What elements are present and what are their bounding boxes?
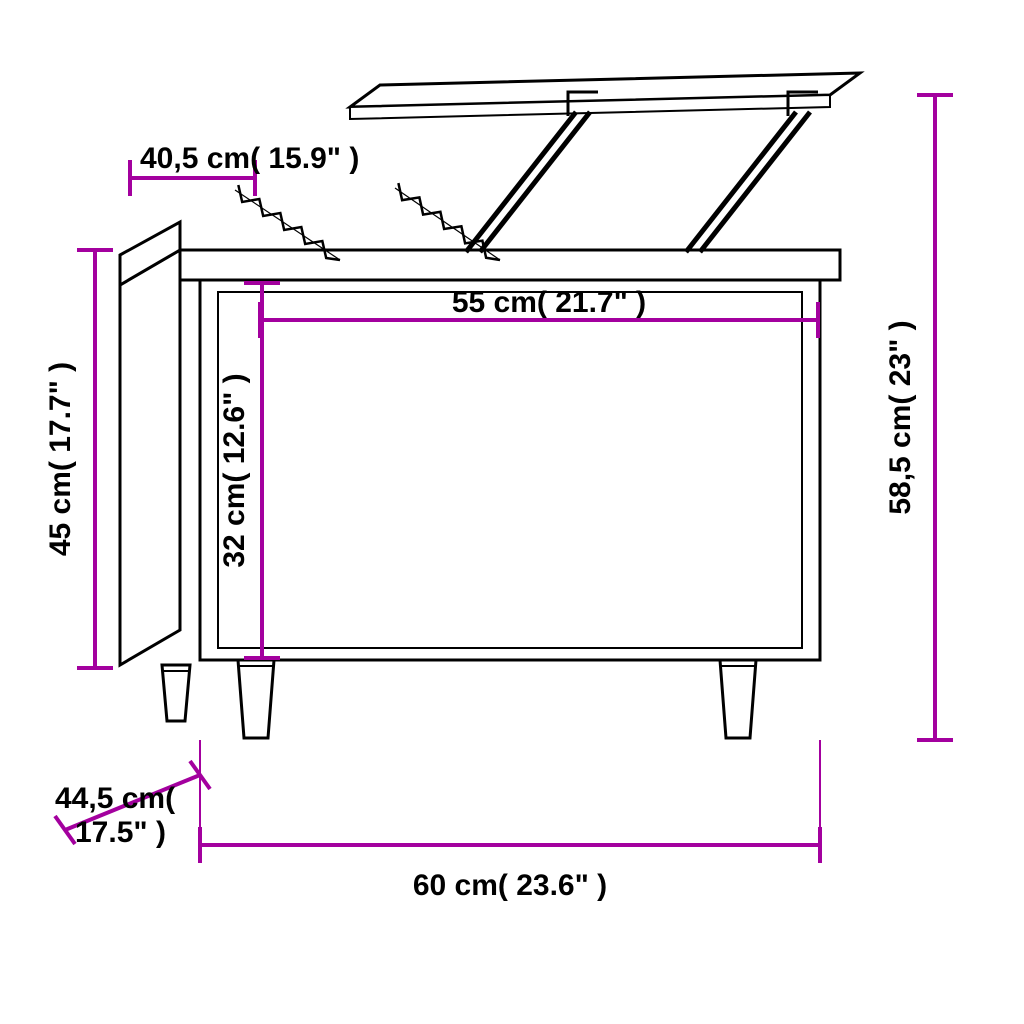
label-inner-32: 32 cm( 12.6" ) xyxy=(218,373,251,567)
label-full-585: 58,5 cm( 23" ) xyxy=(884,320,917,514)
label-width-60: 60 cm( 23.6" ) xyxy=(413,869,607,902)
label-depth-445-b: 17.5" ) xyxy=(75,816,166,849)
label-top-405: 40,5 cm( 15.9" ) xyxy=(140,142,359,175)
label-depth-445-a: 44,5 cm( xyxy=(55,782,175,815)
dimension-diagram: 60 cm( 23.6" )44,5 cm(17.5" )44,5 cm( 17… xyxy=(0,0,1024,1024)
label-height-45: 45 cm( 17.7" ) xyxy=(44,362,77,556)
label-inner-55: 55 cm( 21.7" ) xyxy=(452,286,646,319)
